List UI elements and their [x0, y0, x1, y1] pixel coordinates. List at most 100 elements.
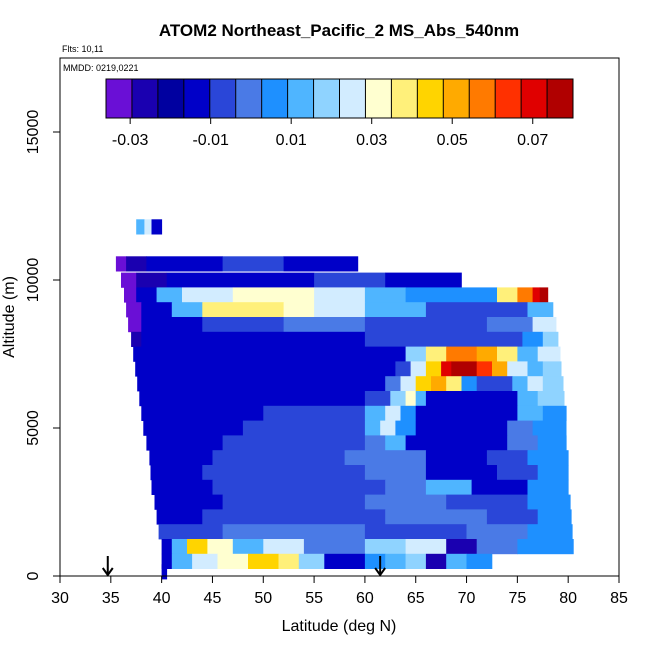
- x-tick-label: 45: [204, 590, 222, 607]
- heatmap-cell: [425, 450, 488, 466]
- heatmap-cell: [466, 524, 528, 540]
- colorbar-swatch: [365, 79, 392, 118]
- heatmap-cell: [171, 302, 203, 318]
- heatmap-cell: [212, 450, 345, 466]
- heatmap-cell: [486, 317, 533, 333]
- heatmap-cell: [298, 553, 325, 569]
- heatmap-cell: [115, 256, 127, 272]
- heatmap-cell: [171, 539, 188, 555]
- heatmap-cell: [263, 405, 366, 421]
- colorbar-swatch: [443, 79, 470, 118]
- heatmap-cell: [527, 361, 544, 377]
- colorbar-swatch: [521, 79, 548, 118]
- heatmap-cell: [202, 465, 366, 481]
- x-tick-label: 60: [356, 590, 374, 607]
- heatmap-cell: [542, 405, 567, 421]
- heatmap-cell: [222, 524, 366, 540]
- heatmap-cell: [476, 539, 518, 555]
- heatmap-cell: [263, 539, 305, 555]
- heatmap-cell: [497, 465, 539, 481]
- heatmap-cell: [151, 479, 213, 495]
- heatmap-cell: [141, 317, 203, 333]
- heatmap-cell: [517, 287, 533, 303]
- colorbar-swatch: [235, 79, 262, 118]
- y-tick-label: 5000: [25, 410, 42, 446]
- x-tick-label: 75: [508, 590, 526, 607]
- heatmap-cell: [156, 287, 183, 303]
- heatmap-cell: [364, 494, 447, 510]
- heatmap-cell: [146, 256, 223, 272]
- heatmap-cell: [517, 346, 539, 362]
- heatmap-cells: [115, 219, 574, 580]
- heatmap-cell: [466, 553, 493, 569]
- heatmap-cell: [161, 564, 168, 580]
- heatmap-cell: [150, 465, 203, 481]
- heatmap-cell: [517, 405, 544, 421]
- heatmap-cell: [476, 376, 513, 392]
- x-tick-label: 40: [153, 590, 171, 607]
- heatmap-cell: [537, 346, 561, 362]
- heatmap-cell: [182, 287, 234, 303]
- heatmap-cell: [314, 287, 366, 303]
- heatmap-cell: [425, 346, 447, 362]
- heatmap-cell: [532, 287, 541, 303]
- heatmap-cell: [431, 376, 447, 392]
- x-tick-label: 50: [254, 590, 272, 607]
- heatmap-cell: [380, 420, 396, 436]
- heatmap-cell: [542, 361, 562, 377]
- colorbar-swatch: [417, 79, 444, 118]
- heatmap-cell: [314, 302, 366, 318]
- y-tick-label: 15000: [25, 110, 42, 155]
- heatmap-cell: [395, 420, 417, 436]
- heatmap-cell: [451, 361, 478, 377]
- heatmap-cell: [400, 376, 417, 392]
- heatmap-cell: [364, 391, 391, 407]
- latitude-arrows: [101, 556, 386, 577]
- heatmap-cell: [471, 479, 528, 495]
- heatmap-cell: [143, 420, 244, 436]
- colorbar-swatch: [495, 79, 522, 118]
- heatmap-cell: [278, 553, 300, 569]
- heatmap-cell: [425, 465, 498, 481]
- heatmap-cell: [497, 287, 518, 303]
- heatmap-cell: [136, 272, 168, 288]
- heatmap-cell: [425, 479, 472, 495]
- heatmap-cell: [324, 553, 366, 569]
- y-tick-label: 0: [25, 571, 42, 580]
- x-axis-label: Latitude (deg N): [282, 618, 397, 635]
- colorbar-swatch: [313, 79, 340, 118]
- heatmap-cell: [364, 287, 406, 303]
- heatmap-cell: [232, 287, 315, 303]
- heatmap-cell: [314, 272, 386, 288]
- heatmap-cell: [364, 317, 488, 333]
- heatmap-cell: [425, 302, 528, 318]
- heatmap-cell: [364, 553, 386, 569]
- heatmap-cell: [400, 405, 417, 421]
- heatmap-cell: [405, 553, 427, 569]
- heatmap-cell: [139, 391, 366, 407]
- heatmap-cell: [212, 479, 386, 495]
- heatmap-cell: [364, 539, 406, 555]
- heatmap-cell: [527, 524, 573, 540]
- colorbar-swatch: [209, 79, 237, 118]
- heatmap-cell: [461, 376, 478, 392]
- heatmap-cell: [364, 420, 381, 436]
- heatmap-cell: [385, 509, 488, 525]
- heatmap-cell: [446, 494, 528, 510]
- y-axis-label: Altitude (m): [1, 276, 18, 358]
- heatmap-cell: [512, 376, 528, 392]
- heatmap-cell: [532, 420, 567, 436]
- heatmap-cell: [405, 346, 427, 362]
- colorbar-swatch: [547, 79, 574, 118]
- heatmap-cell: [364, 435, 386, 451]
- heatmap-cell: [141, 405, 264, 421]
- heatmap-cell: [527, 376, 544, 392]
- heatmap-cell: [507, 435, 539, 451]
- heatmap-cell: [364, 465, 427, 481]
- heatmap-cell: [415, 376, 432, 392]
- heatmap-cell: [217, 553, 249, 569]
- heatmap-cell: [415, 405, 518, 421]
- heatmap-cell: [154, 494, 223, 510]
- x-tick-label: 35: [102, 590, 120, 607]
- chart-title: ATOM2 Northeast_Pacific_2 MS_Abs_540nm: [159, 21, 519, 40]
